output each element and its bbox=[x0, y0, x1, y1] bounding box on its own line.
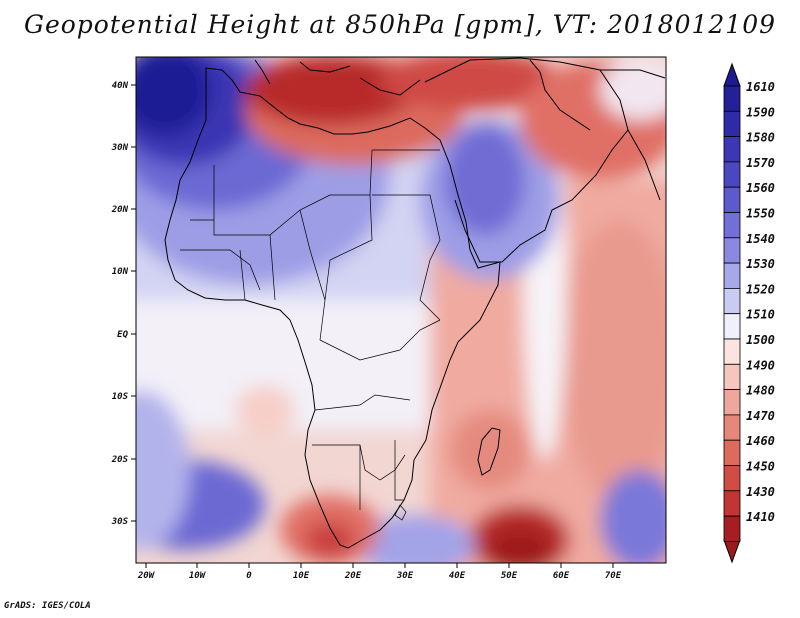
lon-label: 60E bbox=[553, 571, 570, 581]
lat-label: 20N bbox=[111, 205, 129, 215]
lon-label: 20W bbox=[137, 571, 156, 581]
colorbar-swatch bbox=[723, 262, 741, 289]
colorbar-label: 1480 bbox=[746, 384, 775, 398]
lat-label: 20S bbox=[111, 455, 129, 465]
lat-label: 10S bbox=[112, 392, 129, 402]
colorbar-swatch bbox=[723, 389, 741, 416]
colorbar-label: 1470 bbox=[746, 409, 775, 423]
lon-label: 40E bbox=[449, 571, 466, 581]
colorbar-label: 1580 bbox=[746, 131, 775, 145]
colorbar-label: 1550 bbox=[746, 207, 775, 221]
colorbar-label: 1510 bbox=[746, 308, 775, 322]
colorbar-swatch bbox=[723, 313, 741, 340]
country-borders bbox=[180, 149, 441, 521]
colorbar-label: 1410 bbox=[746, 510, 775, 524]
colorbar-swatch bbox=[723, 85, 741, 112]
colorbar-swatch bbox=[723, 490, 741, 517]
lat-label: 40N bbox=[112, 81, 129, 91]
colorbar: 1610 1590 1580 1570 1560 1550 1540 1530 1520 1510… bbox=[723, 62, 775, 564]
lon-label: 10W bbox=[189, 571, 207, 581]
colorbar-label: 1520 bbox=[746, 282, 775, 296]
colorbar-swatch bbox=[723, 161, 741, 188]
colorbar-label: 1540 bbox=[746, 232, 775, 246]
lon-label: 0 bbox=[246, 571, 252, 581]
lon-label: 50E bbox=[501, 571, 518, 581]
colorbar-bottom-arrow bbox=[723, 539, 741, 564]
colorbar-label: 1460 bbox=[746, 434, 775, 448]
colorbar-label: 1610 bbox=[746, 80, 775, 94]
plot-title: Geopotential Height at 850hPa [gpm], VT:… bbox=[23, 10, 777, 39]
colorbar-swatch bbox=[723, 186, 741, 213]
lat-label: 10N bbox=[112, 267, 129, 277]
longitude-axis: 20W 10W 0 10E 20E 30E 40E 50E 60E 70E bbox=[137, 563, 622, 581]
colorbar-swatch bbox=[723, 338, 741, 365]
colorbar-label: 1570 bbox=[746, 156, 775, 170]
colorbar-label: 1450 bbox=[746, 460, 775, 474]
lat-label: 30N bbox=[111, 143, 129, 153]
lat-label: 30S bbox=[111, 517, 129, 527]
grads-credit: GrADS: IGES/COLA bbox=[4, 601, 91, 611]
colorbar-swatch bbox=[723, 363, 741, 390]
colorbar-top-arrow bbox=[723, 62, 741, 87]
colorbar-swatch bbox=[723, 515, 741, 542]
latitude-axis: 40N 30N 20N 10N EQ 10S 20S 30S bbox=[111, 81, 136, 527]
colorbar-swatch bbox=[723, 237, 741, 264]
colorbar-label: 1430 bbox=[746, 485, 775, 499]
lat-label: EQ bbox=[117, 330, 128, 340]
colorbar-swatch bbox=[723, 465, 741, 492]
colorbar-label: 1490 bbox=[746, 358, 775, 372]
colorbar-swatch bbox=[723, 110, 741, 138]
colorbar-swatch bbox=[723, 439, 741, 466]
lon-label: 70E bbox=[605, 571, 622, 581]
lon-label: 30E bbox=[396, 571, 414, 581]
colorbar-label: 1560 bbox=[746, 181, 775, 195]
colorbar-swatch bbox=[723, 212, 741, 239]
colorbar-swatch bbox=[723, 136, 741, 163]
lon-label: 20E bbox=[344, 571, 362, 581]
height-field bbox=[136, 57, 666, 563]
colorbar-label: 1590 bbox=[746, 105, 775, 119]
colorbar-label: 1500 bbox=[746, 333, 775, 347]
colorbar-swatch bbox=[723, 287, 741, 315]
lon-label: 10E bbox=[293, 571, 310, 581]
colorbar-label: 1530 bbox=[746, 257, 775, 271]
colorbar-swatch bbox=[723, 414, 741, 441]
map-frame bbox=[135, 56, 667, 564]
